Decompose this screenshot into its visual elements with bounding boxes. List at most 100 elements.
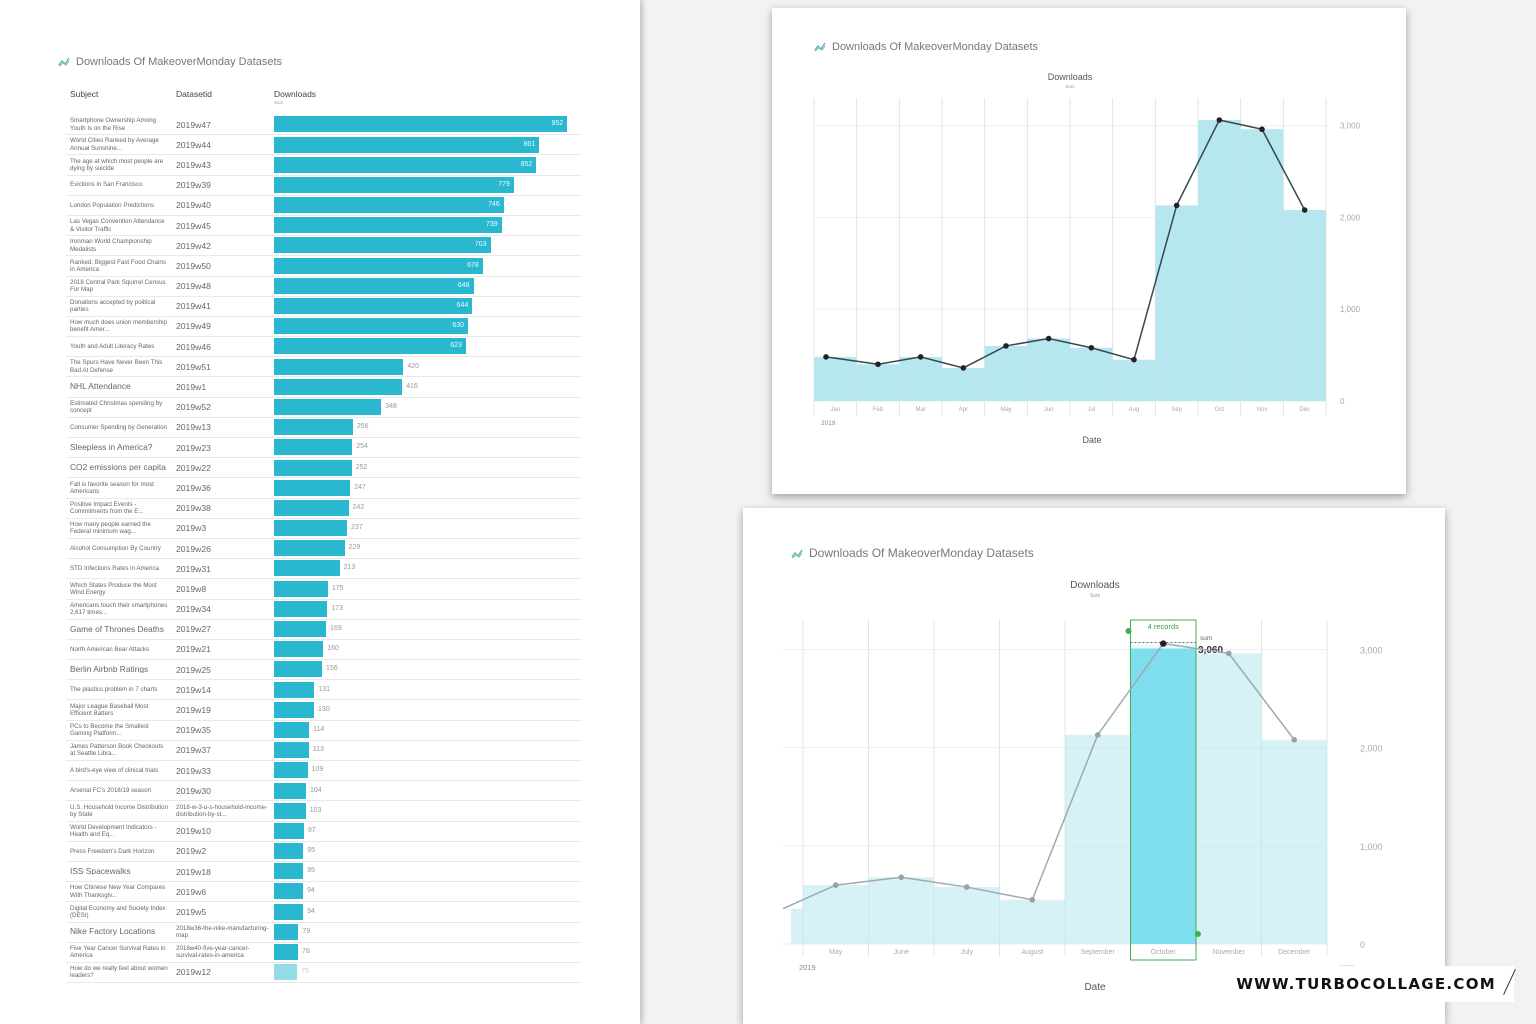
line-point[interactable] [963, 884, 970, 890]
line-point[interactable] [960, 365, 967, 371]
downloads-bar[interactable]: 644 [274, 298, 473, 315]
table-row[interactable]: How Chinese New Year Compares With Thank… [66, 881, 582, 903]
table-row[interactable]: Las Vegas Convention Attendance & Visito… [66, 215, 582, 237]
downloads-bar[interactable]: 95 [274, 863, 315, 880]
line-point[interactable] [898, 874, 905, 881]
downloads-bar[interactable]: 75 [274, 964, 309, 981]
downloads-bar[interactable]: 861 [274, 136, 540, 153]
downloads-bar[interactable]: 648 [274, 277, 474, 294]
downloads-bar[interactable]: 79 [274, 923, 310, 940]
selection-box[interactable] [1130, 619, 1197, 961]
table-row[interactable]: Fall is favorite season for most America… [66, 477, 582, 499]
table-row[interactable]: Press Freedom's Dark Horizon 2019w2 95 [66, 841, 582, 862]
downloads-bar[interactable]: 952 [274, 116, 568, 133]
downloads-bar[interactable]: 97 [274, 822, 316, 839]
downloads-bar[interactable]: 623 [274, 338, 466, 355]
selection-handle-bottom[interactable] [1195, 931, 1201, 937]
downloads-bar[interactable]: 229 [274, 540, 360, 557]
downloads-bar[interactable]: 114 [274, 721, 324, 738]
month-column[interactable] [942, 367, 985, 401]
month-column[interactable] [1130, 643, 1197, 944]
downloads-bar[interactable]: 104 [274, 782, 322, 799]
downloads-bar[interactable]: 175 [274, 580, 344, 597]
downloads-bar[interactable]: 113 [274, 742, 324, 759]
table-row[interactable]: Nike Factory Locations 2018w36-the-nike-m… [66, 922, 582, 943]
table-row[interactable]: NHL Attendance 2019w1 416 [66, 376, 582, 398]
column-header-datasetid[interactable]: Datasetid [176, 89, 212, 99]
table-row[interactable]: North American Bear Attacks 2019w21 160 [66, 639, 582, 661]
month-column[interactable] [803, 885, 869, 944]
table-row[interactable]: Americans touch their smartphones 2,617 … [66, 599, 582, 620]
line-point[interactable] [1225, 650, 1232, 657]
table-row[interactable]: How do we really feel about women leader… [66, 962, 582, 984]
table-row[interactable]: Five Year Cancer Survival Rates in Ameri… [66, 942, 582, 963]
table-row[interactable]: How much does union membership benefit A… [66, 316, 582, 338]
table-row[interactable]: STD Infections Rates in America 2019w31 21… [66, 558, 582, 580]
line-point[interactable] [1259, 126, 1265, 133]
table-row[interactable]: CO2 emissions per capita 2019w22 252 [66, 457, 582, 479]
line-point[interactable] [1216, 117, 1223, 123]
table-row[interactable]: Alcohol Consumption By Country 2019w26 229 [66, 538, 582, 560]
table-row[interactable]: Game of Thrones Deaths 2019w27 169 [66, 619, 582, 640]
column-header-downloads[interactable]: Downloads Sum [274, 89, 317, 105]
line-point[interactable] [1045, 335, 1052, 342]
downloads-bar[interactable]: 254 [274, 439, 368, 456]
month-column[interactable] [1196, 653, 1262, 944]
month-column[interactable] [1240, 129, 1284, 401]
downloads-bar[interactable]: 852 [274, 156, 537, 173]
line-point[interactable] [875, 361, 881, 368]
month-column[interactable] [1112, 359, 1156, 401]
month-column[interactable] [791, 908, 803, 944]
line-point[interactable] [1301, 207, 1308, 213]
line-point[interactable] [832, 882, 839, 888]
line-point[interactable] [1173, 202, 1180, 209]
downloads-bar[interactable]: 703 [274, 237, 491, 254]
month-column[interactable] [984, 345, 1028, 401]
table-row[interactable]: 2018 Central Park Squirrel Census Fur Ma… [66, 276, 582, 297]
month-column[interactable] [1155, 205, 1198, 401]
table-row[interactable]: Arsenal FC's 2018/19 season 2019w30 104 [66, 780, 582, 802]
line-point[interactable] [1088, 344, 1095, 351]
downloads-bar[interactable]: 130 [274, 701, 330, 718]
table-row[interactable]: The plastics problem in 7 charts 2019w14 1… [66, 679, 582, 701]
table-row[interactable]: How many people earned the Federal minim… [66, 518, 582, 539]
downloads-bar[interactable]: 213 [274, 560, 355, 577]
downloads-bar[interactable]: 678 [274, 257, 483, 274]
downloads-bar[interactable]: 779 [274, 176, 514, 193]
table-row[interactable]: Ironman World Championship Medalists 2019… [66, 235, 582, 257]
downloads-bar[interactable]: 416 [274, 378, 418, 395]
line-point[interactable] [823, 354, 829, 360]
table-row[interactable]: London Population Predictions 2019w40 746 [66, 195, 582, 216]
downloads-bar[interactable]: 630 [274, 318, 469, 335]
month-column[interactable] [999, 899, 1066, 944]
downloads-bar[interactable]: 173 [274, 600, 343, 617]
line-point[interactable] [1029, 897, 1036, 903]
table-row[interactable]: Smartphone Ownership Among Youth Is on t… [66, 115, 582, 136]
line-point[interactable] [917, 354, 924, 360]
table-row[interactable]: Sleepless in America? 2019w23 254 [66, 437, 582, 459]
downloads-bar[interactable]: 746 [274, 197, 504, 214]
downloads-bar[interactable]: 94 [274, 903, 315, 920]
downloads-bar[interactable]: 237 [274, 520, 363, 537]
table-row[interactable]: World Development Indicators - Health an… [66, 821, 582, 842]
table-row[interactable]: Youth and Adult Literacy Rates 2019w46 623 [66, 336, 582, 358]
line-point[interactable] [1131, 356, 1137, 363]
month-column[interactable] [1070, 347, 1113, 401]
month-column[interactable] [856, 364, 900, 401]
table-row[interactable]: Ranked: Biggest Fast Food Chains in Amer… [66, 255, 582, 277]
month-column[interactable] [1027, 338, 1070, 401]
downloads-bar[interactable]: 739 [274, 217, 502, 234]
table-row[interactable]: The age at which most people are dying b… [66, 154, 582, 176]
line-point[interactable] [1291, 736, 1298, 743]
table-row[interactable]: Donations accepted by political parties 2… [66, 296, 582, 317]
month-column[interactable] [868, 877, 935, 944]
table-row[interactable]: Positive Impact Events - Commitments fro… [66, 498, 582, 519]
downloads-bar[interactable]: 256 [274, 419, 369, 436]
downloads-bar[interactable]: 78 [274, 944, 310, 961]
table-row[interactable]: The Spurs Have Never Been This Bad At De… [66, 356, 582, 378]
month-column[interactable] [899, 356, 942, 401]
downloads-bar[interactable]: 94 [274, 883, 315, 900]
table-row[interactable]: Which States Produce the Most Wind Energ… [66, 578, 582, 600]
month-column[interactable] [1261, 739, 1328, 944]
downloads-bar[interactable]: 252 [274, 459, 367, 476]
